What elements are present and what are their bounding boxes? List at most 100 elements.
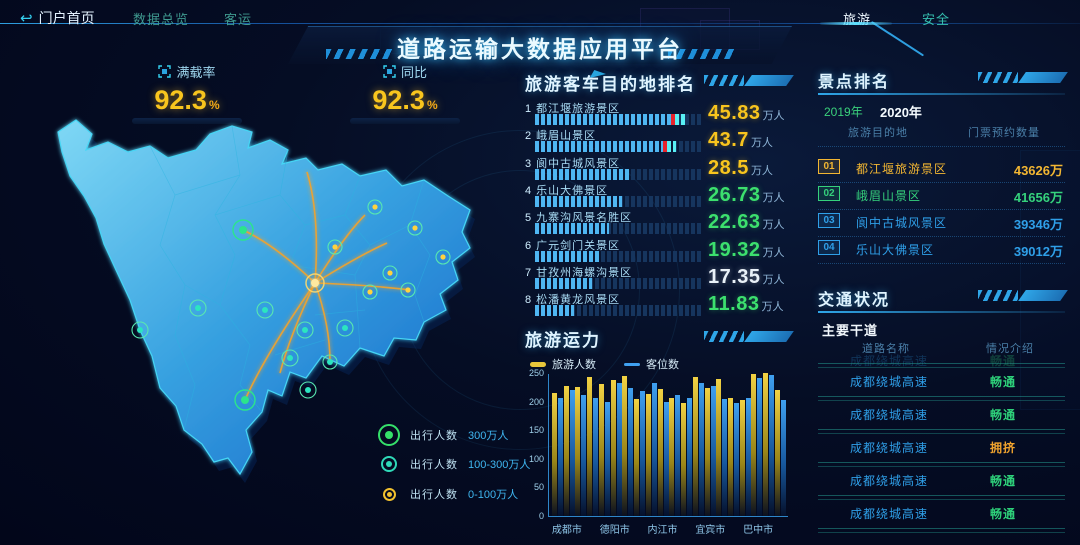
destination-name: 甘孜州海螺沟景区 <box>536 266 633 279</box>
scenic-name: 都江堰旅游景区 <box>856 162 948 176</box>
stat-label: 同比 <box>400 65 427 80</box>
road-name: 成都绕城高速 <box>850 474 929 488</box>
ranking-row: 2 峨眉山景区 43.7 万人 <box>525 127 775 153</box>
header-diagonal <box>870 21 924 57</box>
bar-pair <box>575 373 587 516</box>
bar-pair <box>669 373 681 516</box>
panel-deco-stripes <box>704 75 794 86</box>
y-axis-tick: 0 <box>538 511 544 521</box>
legend-label: 出行人数 <box>410 489 458 501</box>
back-home-button[interactable]: ↩ 门户首页 <box>20 8 95 28</box>
stat-unit: % <box>208 98 220 112</box>
bar-pair <box>774 373 786 516</box>
x-axis-label: 宜宾市 <box>695 525 726 536</box>
stat-base-bar <box>132 118 242 124</box>
tab-2019[interactable]: 2019年 <box>824 105 863 119</box>
ranking-unit: 万人 <box>750 137 773 150</box>
traffic-row: 成都绕城高速 拥挤 <box>818 439 1065 457</box>
legend-label: 出行人数 <box>410 459 458 471</box>
ranking-value: 19.32 <box>708 238 761 261</box>
ranking-bar <box>535 141 703 153</box>
ring-marker-icon <box>378 424 400 446</box>
destination-name: 峨眉山景区 <box>536 130 597 143</box>
ranking-row-label: 1 都江堰旅游景区 <box>525 100 775 116</box>
ranking-row: 8 松潘黄龙风景区 11.83 万人 <box>525 291 783 317</box>
dotted-separator <box>818 182 1065 183</box>
x-axis-label: 成都市 <box>551 525 582 536</box>
stat-base-bar <box>350 118 460 124</box>
ranking-unit: 万人 <box>761 301 784 314</box>
rank-number: 7 <box>525 266 533 279</box>
ranking-value: 22.63 <box>708 211 761 234</box>
double-line-separator <box>818 363 1065 368</box>
ranking-value: 17.35 <box>708 265 761 288</box>
x-axis-label: 巴中市 <box>743 525 774 536</box>
bar-pair <box>622 373 634 516</box>
legend-value: 0-100万人 <box>468 489 519 501</box>
title-hatch-right <box>668 49 734 59</box>
province-shape <box>57 119 475 483</box>
bar-pair <box>728 373 740 516</box>
scenic-panel-title: 景点排名 <box>818 74 891 91</box>
road-status: 畅通 <box>990 474 1017 488</box>
traffic-row: 成都绕城高速 畅通 <box>818 505 1065 523</box>
dotted-separator <box>818 236 1065 237</box>
scenic-row: 02 峨眉山景区 41656万 <box>818 185 1065 205</box>
dotted-separator <box>818 146 1065 147</box>
map-legend-item: 出行人数 0-100万人 <box>378 486 518 502</box>
legend-swatch-blue <box>624 362 640 366</box>
double-line-separator <box>818 429 1065 434</box>
dotted-separator <box>818 263 1065 264</box>
road-name: 成都绕城高速 <box>850 507 929 521</box>
tab-2020[interactable]: 2020年 <box>880 105 922 120</box>
scan-target-icon <box>383 65 396 78</box>
header-line-left <box>0 23 878 24</box>
x-axis-label: 德阳市 <box>599 525 630 536</box>
traffic-subtitle: 主要干道 <box>822 323 879 338</box>
road-status: 畅通 <box>990 507 1017 521</box>
stat-label: 满载率 <box>176 65 216 80</box>
scenic-name: 乐山大佛景区 <box>856 243 935 257</box>
sichuan-province-map <box>57 119 475 483</box>
bar-pair <box>610 373 622 516</box>
ring-marker-icon <box>381 456 397 472</box>
road-status: 畅通 <box>990 354 1017 368</box>
bar-pair <box>704 373 716 516</box>
ranking-row-label: 5 九寨沟风景名胜区 <box>525 209 775 225</box>
nav-item-tourism[interactable]: 旅游 <box>843 12 872 27</box>
rank-number: 2 <box>525 130 533 143</box>
traffic-row: 成都绕城高速 畅通 <box>818 406 1065 424</box>
ranking-row: 7 甘孜州海螺沟景区 17.35 万人 <box>525 264 785 290</box>
nav-item-safety[interactable]: 安全 <box>922 12 951 27</box>
nav-item-data-overview[interactable]: 数据总览 <box>133 12 190 27</box>
road-name: 成都绕城高速 <box>850 408 929 422</box>
double-line-separator <box>818 495 1065 500</box>
ranking-bar <box>535 277 703 289</box>
destination-name: 九寨沟风景名胜区 <box>536 212 633 225</box>
scenic-value: 43626万 <box>1013 163 1063 178</box>
scenic-value: 39346万 <box>1013 217 1063 232</box>
panel-deco-stripes <box>978 72 1068 83</box>
x-axis-label: 内江市 <box>647 525 678 536</box>
district-borders <box>149 125 431 431</box>
scenic-row: 03 阆中古城风景区 39346万 <box>818 212 1065 232</box>
destination-name: 乐山大佛景区 <box>536 184 609 197</box>
legend-label: 出行人数 <box>410 430 458 442</box>
return-arrow-icon: ↩ <box>20 10 33 27</box>
panel-deco-stripes <box>978 290 1068 301</box>
scenic-name: 阆中古城风景区 <box>856 216 948 230</box>
double-line-separator <box>818 462 1065 467</box>
destination-name: 阆中古城风景区 <box>536 157 621 170</box>
bar-highlight-segment <box>666 141 677 153</box>
rank-badge: 04 <box>818 240 840 255</box>
bar-pair <box>587 373 599 516</box>
ranking-panel-title: 旅游客车目的地排名 <box>525 75 696 94</box>
panel-underline <box>818 93 1065 95</box>
capacity-chart: 0 50 100 150 200 250 成都市 德阳市 内江市 宜宾市 巴中市 <box>529 368 788 536</box>
road-status: 拥挤 <box>990 441 1017 455</box>
nav-item-passenger[interactable]: 客运 <box>224 12 253 27</box>
destination-name: 松潘黄龙风景区 <box>536 294 621 307</box>
rank-number: 8 <box>525 294 533 307</box>
ranking-row: 5 九寨沟风景名胜区 22.63 万人 <box>525 209 785 235</box>
rank-badge: 03 <box>818 213 840 228</box>
